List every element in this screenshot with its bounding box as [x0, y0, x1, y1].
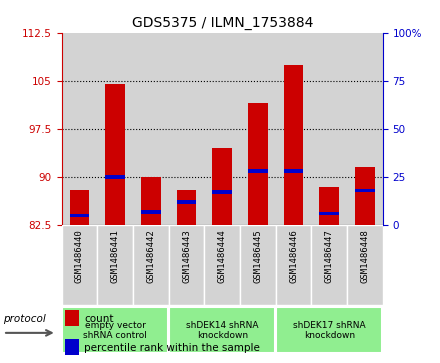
Bar [284, 65, 304, 225]
Bar [141, 210, 161, 213]
Bar [97, 33, 133, 225]
Bar [319, 187, 339, 225]
Bar [276, 33, 312, 225]
FancyBboxPatch shape [240, 225, 276, 305]
Bar [248, 103, 268, 225]
FancyBboxPatch shape [204, 225, 240, 305]
FancyBboxPatch shape [62, 225, 97, 305]
Bar [347, 33, 383, 225]
FancyBboxPatch shape [97, 225, 133, 305]
Bar [70, 213, 89, 217]
Text: GSM1486445: GSM1486445 [253, 229, 262, 283]
Bar [65, 310, 79, 326]
Bar [312, 33, 347, 225]
Text: GSM1486440: GSM1486440 [75, 229, 84, 283]
Text: shDEK14 shRNA
knockdown: shDEK14 shRNA knockdown [186, 321, 258, 340]
Bar [213, 191, 232, 194]
Bar [355, 167, 375, 225]
Bar [177, 190, 196, 225]
Bar [105, 84, 125, 225]
Bar [248, 169, 268, 173]
FancyBboxPatch shape [133, 225, 169, 305]
Text: percentile rank within the sample: percentile rank within the sample [84, 343, 260, 354]
FancyBboxPatch shape [62, 307, 168, 353]
Bar [177, 200, 196, 204]
Bar [65, 339, 79, 355]
Text: GSM1486447: GSM1486447 [325, 229, 334, 283]
Text: GSM1486443: GSM1486443 [182, 229, 191, 283]
Text: GSM1486448: GSM1486448 [360, 229, 370, 283]
Bar [284, 169, 304, 173]
Text: empty vector
shRNA control: empty vector shRNA control [83, 321, 147, 340]
Text: count: count [84, 314, 114, 325]
FancyBboxPatch shape [276, 307, 382, 353]
Bar [319, 212, 339, 216]
Bar [213, 148, 232, 225]
FancyBboxPatch shape [169, 225, 204, 305]
FancyBboxPatch shape [347, 225, 383, 305]
Text: GSM1486444: GSM1486444 [218, 229, 227, 283]
Bar [355, 188, 375, 192]
FancyBboxPatch shape [169, 307, 275, 353]
Text: GSM1486441: GSM1486441 [110, 229, 120, 283]
Text: GSM1486442: GSM1486442 [147, 229, 155, 283]
FancyBboxPatch shape [312, 225, 347, 305]
Bar [62, 33, 97, 225]
Bar [70, 190, 89, 225]
FancyBboxPatch shape [276, 225, 312, 305]
Bar [133, 33, 169, 225]
Bar [240, 33, 276, 225]
Text: protocol: protocol [3, 314, 46, 324]
Bar [141, 177, 161, 225]
Bar [105, 175, 125, 179]
Text: shDEK17 shRNA
knockdown: shDEK17 shRNA knockdown [293, 321, 366, 340]
Text: GSM1486446: GSM1486446 [289, 229, 298, 283]
Bar [204, 33, 240, 225]
Title: GDS5375 / ILMN_1753884: GDS5375 / ILMN_1753884 [132, 16, 313, 30]
Bar [169, 33, 204, 225]
